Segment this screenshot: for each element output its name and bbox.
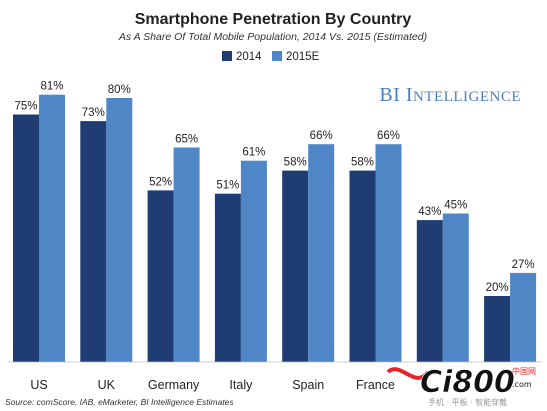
- watermark-tagline: 手机 · 平板 · 智能穿戴: [428, 397, 507, 407]
- value-label: 66%: [310, 130, 333, 142]
- legend-swatch-2015e: [272, 51, 282, 61]
- bar-uk-2015e: [106, 98, 133, 362]
- category-label: UK: [98, 378, 116, 392]
- chart-subtitle: As A Share Of Total Mobile Population, 2…: [118, 31, 427, 43]
- category-label: Germany: [148, 378, 200, 392]
- value-label: 43%: [418, 206, 441, 218]
- watermark-cn: 中国网: [512, 366, 536, 376]
- legend-label-2014: 2014: [236, 51, 262, 63]
- value-label: 73%: [82, 107, 105, 119]
- bar-france-2015e: [375, 144, 402, 362]
- source-note: Source: comScore, IAB, eMarketer, BI Int…: [5, 397, 234, 407]
- category-label: Italy: [229, 378, 253, 392]
- value-label: 27%: [512, 259, 535, 271]
- bar-uk-2014: [80, 121, 107, 362]
- value-label: 52%: [149, 176, 172, 188]
- bar-germany-2014: [147, 190, 174, 362]
- legend: 2014 2015E: [222, 51, 320, 63]
- watermark: Ci800 中国网 .com 手机 · 平板 · 智能穿戴: [386, 365, 536, 407]
- chart-title: Smartphone Penetration By Country: [135, 11, 412, 28]
- value-label: 80%: [108, 84, 131, 96]
- value-label: 81%: [40, 81, 63, 93]
- category-labels-group: US UK Germany Italy Spain France: [30, 378, 395, 392]
- brand-logo: BI INTELLIGENCE: [379, 84, 521, 106]
- legend-swatch-2014: [222, 51, 232, 61]
- bar-italy-2014: [214, 193, 241, 362]
- value-label: 45%: [444, 200, 467, 212]
- bars-group: [13, 94, 537, 362]
- bar-italy-2015e: [240, 160, 267, 362]
- bar-cat6-2014: [416, 220, 443, 362]
- value-label: 20%: [486, 282, 509, 294]
- category-label: Spain: [292, 378, 324, 392]
- value-labels-group: 75%81% 73%80% 52% 65% 51% 61% 58% 66% 58% 66% 43%4…: [14, 81, 534, 294]
- category-label: US: [30, 378, 47, 392]
- value-label: 51%: [216, 180, 239, 192]
- value-label: 58%: [351, 157, 374, 169]
- bar-cat7-2014: [484, 296, 511, 362]
- bar-cat7-2015e: [510, 272, 537, 362]
- category-label: France: [356, 378, 395, 392]
- bar-spain-2014: [282, 170, 309, 362]
- watermark-suffix: .com: [512, 380, 532, 389]
- value-label: 58%: [284, 157, 307, 169]
- value-label: 66%: [377, 130, 400, 142]
- watermark-swoosh-icon: [386, 367, 430, 380]
- legend-label-2015e: 2015E: [286, 51, 320, 63]
- value-label: 65%: [175, 134, 198, 146]
- value-label: 75%: [14, 101, 37, 113]
- value-label: 61%: [242, 147, 265, 159]
- bar-germany-2015e: [173, 147, 200, 362]
- bar-cat6-2015e: [442, 213, 469, 362]
- bar-us-2015e: [39, 94, 65, 362]
- bar-spain-2015e: [308, 144, 335, 362]
- watermark-logo: Ci800: [420, 365, 515, 400]
- bar-france-2014: [349, 170, 376, 362]
- bar-us-2014: [13, 114, 39, 362]
